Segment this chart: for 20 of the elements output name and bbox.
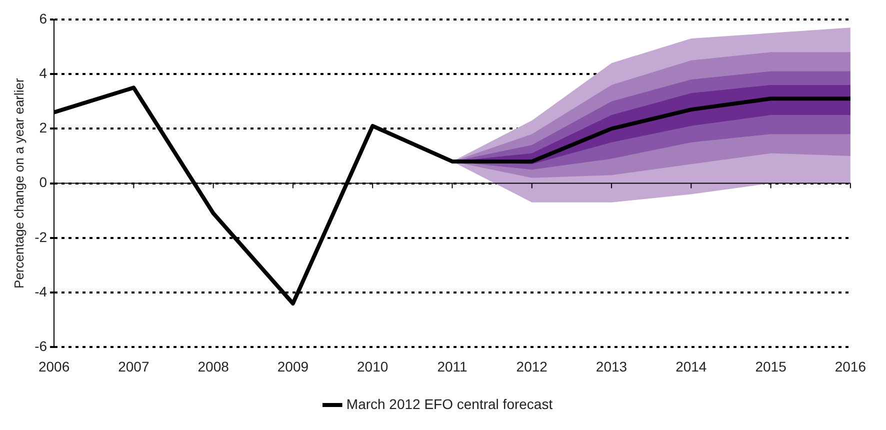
y-tick-label: 4 bbox=[39, 64, 48, 81]
y-tick-label: 6 bbox=[39, 10, 48, 26]
x-tick-label: 2014 bbox=[676, 358, 707, 374]
x-tick-label: 2016 bbox=[834, 358, 866, 374]
y-tick-label: 0 bbox=[39, 174, 48, 190]
x-tick-label: 2012 bbox=[516, 358, 548, 374]
x-tick-label: 2007 bbox=[118, 358, 150, 374]
x-tick-label: 2009 bbox=[277, 358, 309, 374]
y-tick-label: 2 bbox=[39, 120, 48, 136]
x-tick-label: 2015 bbox=[755, 358, 787, 374]
y-tick-label: -6 bbox=[34, 338, 48, 354]
x-tick-label: 2008 bbox=[198, 358, 230, 374]
legend-label: March 2012 EFO central forecast bbox=[346, 396, 553, 412]
x-tick-label: 2006 bbox=[38, 358, 70, 374]
x-tick-label: 2011 bbox=[437, 358, 468, 374]
y-tick-label: -4 bbox=[34, 283, 48, 300]
x-tick-label: 2010 bbox=[357, 358, 388, 374]
y-tick-label: -2 bbox=[34, 228, 48, 245]
x-tick-label: 2013 bbox=[596, 358, 628, 374]
y-axis-title: Percentage change on a year earlier bbox=[11, 77, 26, 288]
